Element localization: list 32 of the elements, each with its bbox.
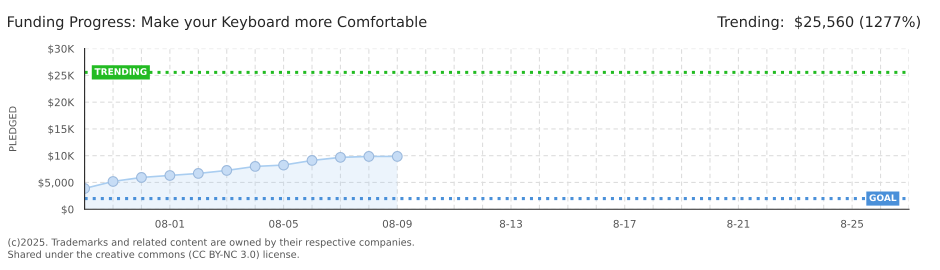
x-tick-label: 8-13 (500, 220, 522, 228)
y-tick-label: $10K (48, 152, 74, 162)
y-tick-label: $0 (62, 205, 74, 215)
point (164, 170, 176, 181)
x-tick-label: 08-09 (382, 220, 412, 228)
point (221, 165, 232, 176)
y-tick-label: $15K (48, 124, 74, 134)
point (136, 172, 147, 183)
point (335, 152, 346, 163)
text: (c)2025. Trademarks and related content are owned by their respective companies. (8, 238, 414, 248)
point (306, 155, 318, 166)
y-tick-label: $25K (48, 71, 74, 81)
point (250, 161, 261, 172)
y-tick-label: $30K (48, 44, 74, 54)
y-tick-label: $20K (48, 98, 74, 108)
point (363, 151, 374, 162)
x-tick-label: 8-25 (841, 220, 864, 228)
y-axis-title: PLEDGED (9, 106, 16, 152)
ref-line-label: TRENDING (94, 68, 146, 75)
y-tick-label: $5,000 (38, 178, 74, 188)
x-tick-label: 8-17 (614, 220, 636, 228)
ref-line-label: GOAL (869, 194, 896, 202)
x-tick-label: 08-01 (155, 220, 184, 228)
text: Shared under the creative commons (CC BY-NC 3.0) license. (8, 250, 299, 260)
point (108, 176, 118, 187)
x-tick-label: 08-05 (269, 220, 298, 228)
chart-title: Funding Progress: Make your Keyboard more Comfortable (8, 16, 426, 30)
x-tick-label: 8-21 (727, 220, 750, 228)
point (192, 168, 204, 179)
point (278, 160, 289, 170)
chart-subtitle: Trending: $25,560 (1277%) (717, 16, 920, 30)
point (392, 151, 403, 162)
